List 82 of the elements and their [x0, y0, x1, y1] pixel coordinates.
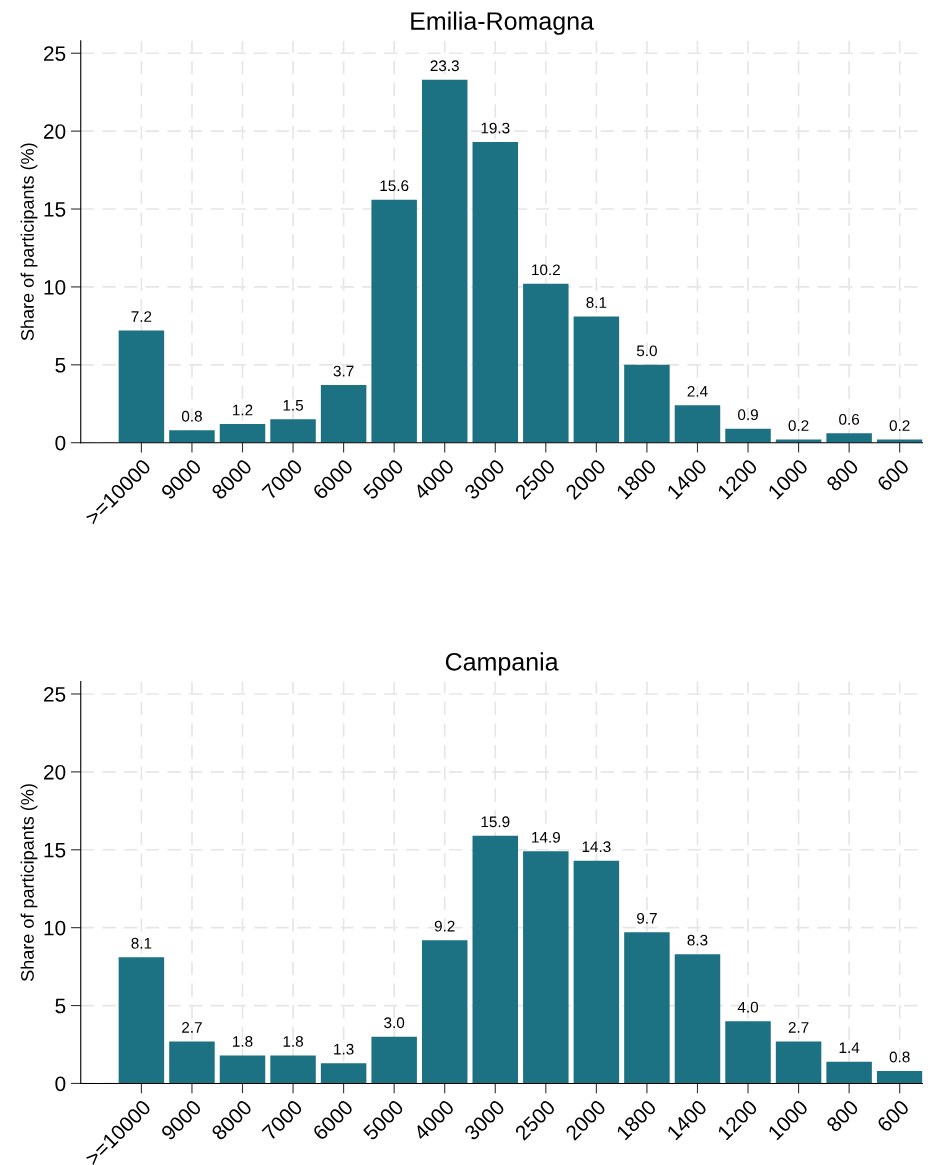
data-label: 8.3 — [687, 934, 708, 946]
data-label: 8.1 — [586, 297, 607, 308]
bar — [674, 405, 721, 443]
bar — [371, 1036, 417, 1084]
data-label: 10.2 — [532, 264, 560, 276]
bar — [118, 330, 165, 443]
y-axis-title: Share of participants (%) — [20, 143, 38, 341]
bar — [826, 1061, 872, 1084]
data-label: 2.7 — [182, 1021, 202, 1033]
data-label: 0.6 — [839, 413, 860, 425]
bar — [523, 851, 569, 1084]
bar — [270, 419, 316, 443]
y-tick-label: 5 — [55, 998, 66, 1014]
data-label: 9.2 — [434, 920, 455, 932]
bar — [421, 940, 468, 1084]
data-label: 3.0 — [384, 1017, 405, 1029]
data-label: 23.3 — [430, 60, 459, 72]
data-label: 1.8 — [283, 1036, 304, 1047]
data-label: 9.7 — [637, 912, 657, 924]
y-tick-label: 0 — [55, 1076, 66, 1092]
y-tick-label: 5 — [55, 358, 66, 373]
bar — [472, 142, 519, 443]
x-tick-label: 600 — [876, 458, 910, 492]
y-tick-label: 25 — [44, 686, 66, 702]
data-label: 1.5 — [283, 400, 304, 411]
x-tick-label: 600 — [876, 1099, 910, 1133]
y-tick-label: 20 — [44, 764, 66, 780]
data-label: 2.7 — [788, 1021, 809, 1033]
y-axis-title: Share of participants (%) — [20, 784, 38, 982]
bar — [573, 860, 620, 1084]
chart-title: Emilia-Romagna — [411, 11, 594, 35]
y-tick-label: 15 — [44, 842, 66, 858]
data-label: 1.8 — [233, 1036, 253, 1047]
data-label: 19.3 — [481, 122, 510, 134]
data-label: 14.3 — [582, 841, 611, 853]
data-label: 4.0 — [737, 1001, 759, 1013]
y-tick-label: 10 — [44, 920, 66, 936]
bar — [826, 433, 872, 443]
data-label: 1.2 — [233, 404, 253, 416]
data-label: 15.9 — [481, 816, 510, 828]
bar — [219, 1055, 266, 1084]
data-label: 0.8 — [181, 410, 202, 422]
data-label: 2.4 — [687, 385, 708, 397]
bar — [725, 428, 771, 443]
bar — [219, 424, 266, 443]
bar — [674, 954, 721, 1084]
x-tick-label: 800 — [825, 1099, 860, 1133]
data-label: 7.2 — [131, 311, 152, 322]
y-tick-label: 20 — [44, 124, 66, 139]
bar — [775, 1041, 822, 1084]
bar — [876, 1070, 923, 1084]
y-tick-label: 10 — [44, 279, 66, 295]
data-label: 0.8 — [889, 1051, 910, 1063]
chart-title: Campania — [445, 652, 559, 676]
data-label: 3.7 — [333, 365, 354, 377]
bar — [118, 957, 165, 1084]
data-label: 8.1 — [131, 937, 152, 949]
bar — [624, 364, 670, 443]
data-label: 15.6 — [380, 180, 409, 192]
y-tick-label: 0 — [55, 435, 66, 451]
data-label: 0.9 — [738, 409, 758, 421]
data-label: 1.3 — [334, 1043, 354, 1055]
bar — [169, 1041, 215, 1084]
bar — [270, 1055, 316, 1084]
data-label: 0.2 — [889, 420, 910, 432]
bar — [472, 835, 519, 1084]
bar — [624, 932, 670, 1084]
y-tick-label: 25 — [44, 46, 66, 61]
y-tick-label: 15 — [44, 202, 66, 217]
bar — [320, 385, 367, 443]
data-label: 0.2 — [788, 420, 809, 432]
bar — [320, 1063, 367, 1084]
bar — [421, 79, 468, 443]
bar — [169, 430, 215, 443]
data-label: 5.0 — [636, 345, 657, 357]
bar — [725, 1021, 771, 1084]
bar — [523, 283, 569, 443]
data-label: 1.4 — [839, 1042, 860, 1053]
data-label: 14.9 — [532, 831, 560, 843]
bar — [573, 316, 620, 443]
bar — [371, 199, 417, 443]
x-tick-label: 800 — [825, 458, 860, 493]
